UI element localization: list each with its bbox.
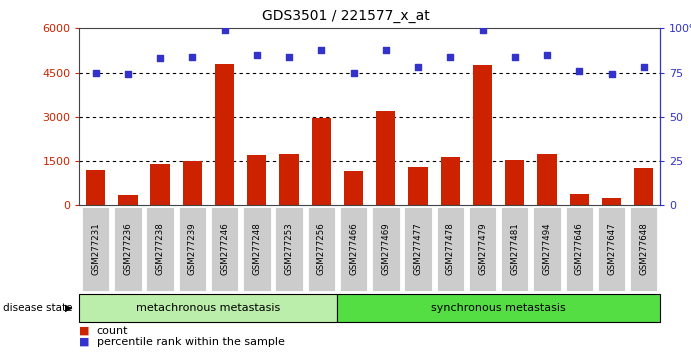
FancyBboxPatch shape [598,207,625,291]
Bar [86,170,105,205]
Point [252,52,263,58]
Text: GSM277481: GSM277481 [510,222,520,275]
FancyBboxPatch shape [307,207,335,291]
Text: disease state: disease state [3,303,73,313]
Text: ■: ■ [79,326,90,336]
Bar [151,164,170,205]
Bar [473,65,492,205]
Bar [312,118,331,205]
Point [187,54,198,59]
FancyBboxPatch shape [337,294,660,322]
Point [445,54,456,59]
Point [638,64,650,70]
FancyBboxPatch shape [340,207,367,291]
FancyBboxPatch shape [178,207,206,291]
Bar [279,154,299,205]
Text: GSM277477: GSM277477 [413,222,423,275]
Bar [247,155,267,205]
Text: GSM277647: GSM277647 [607,222,616,275]
Bar [441,156,460,205]
Text: metachronous metastasis: metachronous metastasis [136,303,281,313]
Text: synchronous metastasis: synchronous metastasis [431,303,566,313]
Bar [182,161,202,205]
FancyBboxPatch shape [501,207,529,291]
Text: GSM277248: GSM277248 [252,222,261,275]
Point [509,54,520,59]
Text: GSM277479: GSM277479 [478,222,487,275]
Text: GSM277478: GSM277478 [446,222,455,275]
FancyBboxPatch shape [211,207,238,291]
Text: GSM277236: GSM277236 [123,222,133,275]
Text: GSM277246: GSM277246 [220,222,229,275]
Point [219,27,230,33]
Bar [505,160,524,205]
FancyBboxPatch shape [630,207,657,291]
Text: GSM277256: GSM277256 [316,222,326,275]
Text: ■: ■ [79,337,90,347]
Point [606,72,617,77]
Text: GSM277253: GSM277253 [285,222,294,275]
Bar [634,169,654,205]
Text: GDS3501 / 221577_x_at: GDS3501 / 221577_x_at [262,9,429,23]
Point [574,68,585,74]
FancyBboxPatch shape [404,207,432,291]
Text: GSM277238: GSM277238 [155,222,164,275]
FancyBboxPatch shape [146,207,173,291]
FancyBboxPatch shape [275,207,303,291]
Point [542,52,553,58]
Point [348,70,359,75]
FancyBboxPatch shape [372,207,399,291]
FancyBboxPatch shape [82,207,109,291]
Bar [602,198,621,205]
FancyBboxPatch shape [533,207,560,291]
Point [122,72,133,77]
Bar [408,167,428,205]
FancyBboxPatch shape [243,207,270,291]
Point [283,54,294,59]
Point [90,70,101,75]
Bar [215,64,234,205]
Text: GSM277648: GSM277648 [639,222,648,275]
Bar [118,195,138,205]
FancyBboxPatch shape [565,207,593,291]
Point [413,64,424,70]
Point [316,47,327,52]
Text: percentile rank within the sample: percentile rank within the sample [97,337,285,347]
FancyBboxPatch shape [468,207,496,291]
Point [477,27,488,33]
Bar [376,111,395,205]
FancyBboxPatch shape [437,207,464,291]
FancyBboxPatch shape [79,294,337,322]
Text: GSM277646: GSM277646 [575,222,584,275]
Text: GSM277231: GSM277231 [91,222,100,275]
Point [380,47,391,52]
Bar [569,194,589,205]
Text: GSM277469: GSM277469 [381,222,390,275]
Text: count: count [97,326,129,336]
FancyBboxPatch shape [114,207,142,291]
Text: ▶: ▶ [65,303,73,313]
Text: GSM277466: GSM277466 [349,222,358,275]
Bar [344,171,363,205]
Point [155,56,166,61]
Text: GSM277239: GSM277239 [188,222,197,275]
Text: GSM277494: GSM277494 [542,222,551,275]
Bar [538,154,557,205]
